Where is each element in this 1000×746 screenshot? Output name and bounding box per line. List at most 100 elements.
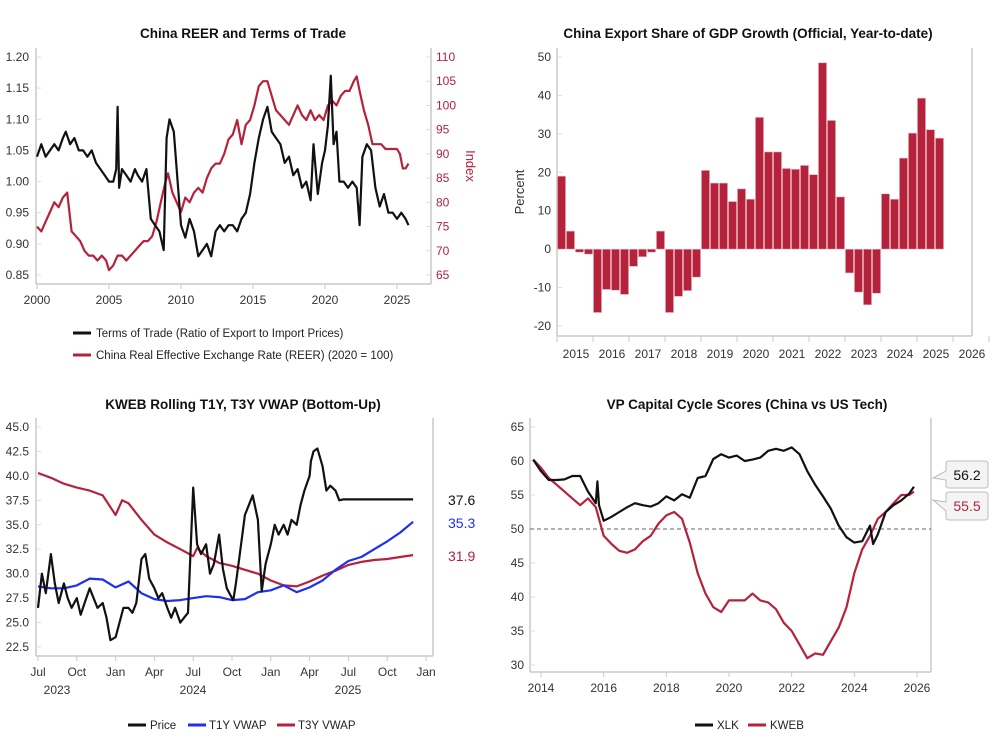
x-tick-label: 2024 bbox=[841, 681, 868, 695]
x-tick-label: 2015 bbox=[240, 293, 267, 307]
plot-area bbox=[557, 62, 944, 313]
bar bbox=[764, 151, 773, 250]
x-tick-label: 2026 bbox=[904, 681, 931, 695]
right-axis-label: Index bbox=[463, 150, 478, 182]
y-tick-label-right: 90 bbox=[436, 147, 450, 161]
x-tick-label: Jul bbox=[341, 665, 356, 679]
legend-label-xlk: XLK bbox=[717, 720, 739, 732]
y-tick-label: 42.5 bbox=[6, 444, 30, 458]
legend-label-kweb: KWEB bbox=[770, 720, 804, 732]
bar bbox=[575, 248, 584, 253]
x-year-label: 2025 bbox=[335, 683, 362, 697]
bar bbox=[863, 248, 872, 306]
bar bbox=[773, 151, 782, 250]
x-tick-label: 2018 bbox=[653, 681, 680, 695]
legend: Terms of Trade (Ratio of Export to Impor… bbox=[73, 328, 394, 362]
bar bbox=[620, 248, 629, 295]
bar bbox=[611, 248, 620, 291]
bar bbox=[800, 165, 809, 250]
legend-label-reer: China Real Effective Exchange Rate (REER… bbox=[96, 350, 394, 362]
y-tick-label: 40.0 bbox=[6, 469, 30, 483]
bar bbox=[638, 248, 647, 258]
x-tick-label: Jul bbox=[186, 665, 201, 679]
callout-xlk-value: 56.2 bbox=[953, 467, 980, 483]
bar bbox=[872, 248, 881, 294]
y-tick-label: 22.5 bbox=[6, 640, 30, 654]
chart-capital-cycle-scores: VP Capital Cycle Scores (China vs US Tec… bbox=[511, 397, 989, 732]
x-tick-label: 2020 bbox=[716, 681, 743, 695]
chart-export-share-gdp: China Export Share of GDP Growth (Offici… bbox=[512, 26, 990, 361]
bar bbox=[692, 248, 701, 278]
y-tick-label: 10 bbox=[538, 204, 552, 218]
x-tick-label: 2016 bbox=[590, 681, 617, 695]
x-tick-label: 2015 bbox=[563, 347, 590, 361]
x-tick-label: Jul bbox=[30, 665, 45, 679]
callout-kweb-value: 55.5 bbox=[953, 498, 980, 514]
y-tick-label: 32.5 bbox=[6, 542, 30, 556]
bar bbox=[746, 198, 755, 250]
end-label-price: 37.6 bbox=[448, 492, 475, 508]
x-tick-label: Apr bbox=[300, 665, 319, 679]
bar bbox=[647, 248, 656, 253]
bar bbox=[656, 230, 665, 250]
x-tick-label: 2016 bbox=[599, 347, 626, 361]
bar bbox=[899, 157, 908, 250]
bar bbox=[557, 175, 566, 250]
y-tick-label-right: 75 bbox=[436, 220, 450, 234]
bar bbox=[935, 137, 944, 250]
y-tick-label: 1.20 bbox=[6, 50, 30, 64]
x-tick-label: 2022 bbox=[815, 347, 842, 361]
series-line-reer bbox=[36, 75, 410, 272]
x-tick-label: 2025 bbox=[923, 347, 950, 361]
x-year-label: 2023 bbox=[44, 683, 71, 697]
bar bbox=[836, 196, 845, 250]
bar bbox=[890, 198, 899, 250]
x-tick-label: 2025 bbox=[384, 293, 411, 307]
series-line-t3y-vwap bbox=[37, 471, 414, 588]
axes: -20 -10 0 10 20 30 40 50 2015 2016 2017 2018 2019 202… bbox=[534, 48, 990, 361]
x-tick-label: 2005 bbox=[96, 293, 123, 307]
y-tick-label-right: 70 bbox=[436, 244, 450, 258]
y-tick-label: 25.0 bbox=[6, 616, 30, 630]
chart-title: China REER and Terms of Trade bbox=[140, 26, 347, 41]
y-tick-label: 1.05 bbox=[6, 143, 30, 157]
series-line-xlk bbox=[532, 446, 915, 546]
bar bbox=[908, 132, 917, 250]
bar bbox=[566, 230, 575, 250]
y-tick-label-right: 110 bbox=[436, 50, 455, 64]
y-tick-label: 37.5 bbox=[6, 493, 30, 507]
x-year-label: 2024 bbox=[180, 683, 207, 697]
y-tick-label: 45 bbox=[511, 556, 525, 570]
bar bbox=[719, 182, 728, 250]
x-tick-label: 2021 bbox=[779, 347, 806, 361]
x-tick-label: Oct bbox=[378, 665, 397, 679]
bar bbox=[584, 248, 593, 255]
y-tick-label: 50 bbox=[538, 50, 552, 64]
bar bbox=[782, 168, 791, 250]
y-tick-label: 35.0 bbox=[6, 518, 30, 532]
bar bbox=[881, 193, 890, 250]
bar bbox=[818, 62, 827, 250]
bar bbox=[665, 248, 674, 313]
y-tick-label: 65 bbox=[511, 420, 525, 434]
y-tick-label: 60 bbox=[511, 454, 525, 468]
end-label-t3y: 31.9 bbox=[448, 548, 475, 564]
bar bbox=[602, 248, 611, 290]
callout-box-kweb bbox=[931, 491, 989, 521]
series-line-kweb bbox=[532, 458, 915, 660]
legend-label-price: Price bbox=[150, 720, 176, 732]
axes: 0.85 0.90 0.95 1.00 1.05 1.10 1.15 1.20 65 70 75 80… bbox=[6, 48, 456, 307]
bar bbox=[809, 174, 818, 250]
y-tick-label-right: 95 bbox=[436, 123, 450, 137]
y-tick-label: -10 bbox=[534, 281, 552, 295]
plot-area bbox=[530, 446, 931, 660]
y-tick-label: 30 bbox=[538, 127, 552, 141]
y-axis-label: Percent bbox=[512, 169, 527, 214]
x-tick-label: 2014 bbox=[528, 681, 555, 695]
y-tick-label: 55 bbox=[511, 488, 525, 502]
end-value-labels: 37.6 35.3 31.9 bbox=[448, 492, 475, 564]
bar bbox=[854, 248, 863, 293]
x-tick-label: 2000 bbox=[24, 293, 51, 307]
x-tick-label: 2026 bbox=[959, 347, 986, 361]
x-tick-label: 2020 bbox=[312, 293, 339, 307]
